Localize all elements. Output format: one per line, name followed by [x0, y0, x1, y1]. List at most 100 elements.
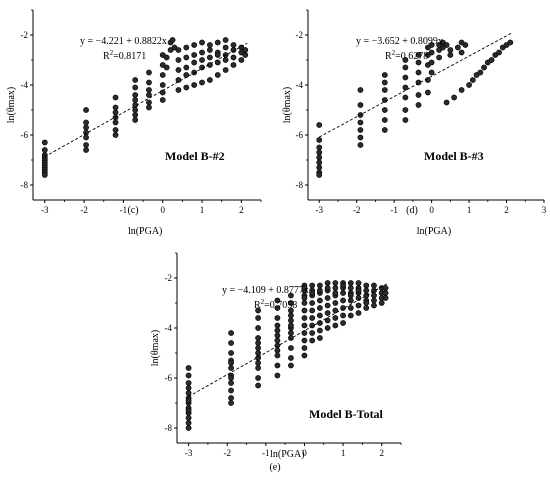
data-point: [371, 297, 377, 304]
data-point: [274, 347, 281, 354]
data-point: [255, 360, 262, 366]
data-point: [191, 42, 198, 48]
data-point: [309, 330, 316, 336]
data-point: [230, 62, 237, 68]
data-point: [301, 315, 308, 321]
y-tick-label: -8: [21, 180, 29, 190]
y-tick-label: -6: [165, 373, 173, 383]
data-point: [175, 47, 182, 53]
data-point: [214, 39, 221, 46]
data-point: [507, 39, 514, 46]
data-point: [301, 285, 308, 291]
data-point: [228, 330, 234, 336]
data-point: [214, 72, 221, 78]
x-tick-label: 1: [341, 448, 346, 458]
fit-equation: y = −4.221 + 0.8822x: [80, 36, 167, 47]
data-point: [191, 59, 198, 66]
data-point: [332, 300, 339, 306]
data-point: [206, 42, 213, 48]
data-point: [206, 77, 213, 83]
data-point: [428, 69, 435, 76]
data-point: [132, 112, 139, 118]
data-point: [357, 142, 364, 148]
data-point: [332, 280, 339, 286]
data-point: [255, 345, 262, 351]
x-tick-label: 1: [200, 205, 205, 215]
data-point: [466, 82, 472, 88]
data-point: [288, 355, 294, 361]
data-point: [316, 144, 323, 151]
x-tick-label: 3: [542, 205, 547, 215]
data-point: [415, 102, 422, 108]
data-point: [316, 287, 323, 294]
data-point: [159, 72, 166, 78]
fit-equation: y = −4.109 + 0.8777x: [222, 285, 309, 296]
data-point: [402, 84, 409, 91]
y-tick-label: -8: [165, 423, 173, 433]
data-point: [428, 59, 435, 66]
data-point: [228, 380, 234, 386]
data-point: [363, 300, 370, 306]
data-point: [347, 297, 354, 304]
data-point: [191, 82, 198, 88]
data-point: [316, 297, 323, 304]
data-point: [146, 87, 152, 93]
r-squared-superscript: 2: [392, 49, 396, 57]
fit-equation: y = −3.652 + 0.8099x: [356, 36, 443, 47]
data-point: [316, 137, 323, 143]
data-point: [424, 77, 431, 83]
data-point: [255, 375, 262, 381]
data-point: [436, 54, 443, 61]
data-point: [415, 69, 422, 76]
data-point: [183, 54, 190, 61]
data-point: [255, 340, 262, 346]
data-point: [488, 57, 495, 63]
x-tick-label: -2: [80, 205, 88, 215]
r-squared-symbol: R: [254, 300, 261, 311]
data-point: [301, 337, 308, 344]
data-point: [402, 107, 409, 113]
data-point: [443, 99, 450, 106]
data-point: [316, 122, 323, 128]
data-point: [199, 49, 205, 56]
data-point: [146, 99, 152, 106]
r-squared-value: =0.8171: [113, 51, 146, 62]
data-point: [255, 325, 262, 331]
data-point: [228, 365, 234, 371]
data-point: [381, 107, 388, 113]
y-tick-label: -8: [296, 180, 304, 190]
data-point: [381, 79, 388, 86]
data-point: [112, 94, 119, 101]
data-point: [222, 37, 229, 43]
x-tick-label: -3: [185, 448, 193, 458]
data-point: [332, 285, 339, 291]
data-point: [206, 47, 213, 53]
data-point: [355, 280, 362, 286]
data-point: [185, 397, 192, 404]
data-point: [402, 57, 409, 63]
data-point: [191, 52, 198, 58]
data-point: [185, 385, 192, 391]
data-point: [230, 54, 237, 61]
data-point: [255, 350, 262, 356]
x-tick-label: -2: [353, 205, 361, 215]
data-point: [230, 47, 237, 53]
y-tick-label: -4: [296, 80, 304, 90]
data-point: [185, 372, 192, 379]
data-point: [347, 280, 354, 286]
fit-r-squared: R2=0.8171: [103, 49, 146, 62]
data-point: [363, 282, 370, 289]
data-point: [255, 365, 262, 371]
data-point: [347, 312, 354, 319]
data-point: [324, 295, 331, 301]
data-point: [163, 54, 170, 61]
data-point: [185, 407, 192, 414]
data-point: [288, 362, 294, 369]
data-point: [402, 117, 409, 123]
data-point: [357, 134, 364, 141]
data-point: [163, 64, 170, 71]
data-point: [309, 307, 316, 314]
x-tick-label: -2: [223, 448, 231, 458]
data-point: [332, 307, 339, 314]
data-point: [371, 292, 377, 299]
